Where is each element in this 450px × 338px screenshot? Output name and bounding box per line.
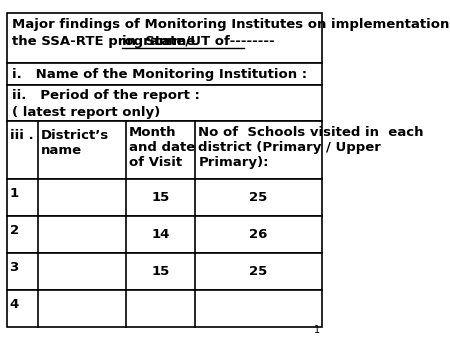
Text: 1: 1 — [9, 187, 18, 200]
Text: in  State/UT of--------: in State/UT of-------- — [122, 35, 275, 48]
Text: 14: 14 — [151, 228, 170, 241]
Bar — [7, 216, 322, 253]
Text: Major findings of Monitoring Institutes on implementation of: Major findings of Monitoring Institutes … — [12, 18, 450, 31]
Bar — [7, 290, 322, 327]
Text: ii.   Period of the report :: ii. Period of the report : — [12, 89, 200, 102]
Text: the SSA-RTE programme: the SSA-RTE programme — [12, 35, 200, 48]
Bar — [7, 121, 322, 179]
Text: No of  Schools visited in  each
district (Primary / Upper
Primary):: No of Schools visited in each district (… — [198, 126, 424, 169]
Bar — [7, 179, 322, 216]
Text: 3: 3 — [9, 261, 19, 274]
Text: 26: 26 — [249, 228, 268, 241]
Bar — [7, 253, 322, 290]
Text: 25: 25 — [249, 191, 268, 204]
Text: Month
and date
of Visit: Month and date of Visit — [129, 126, 195, 169]
Text: 2: 2 — [9, 224, 18, 237]
Text: ( latest report only): ( latest report only) — [12, 106, 160, 119]
Text: i.   Name of the Monitoring Institution :: i. Name of the Monitoring Institution : — [12, 68, 307, 81]
Bar — [7, 13, 322, 63]
Bar — [7, 85, 322, 121]
Text: 15: 15 — [152, 265, 170, 278]
Text: 15: 15 — [152, 191, 170, 204]
Text: District’s
name: District’s name — [41, 129, 109, 157]
Text: 25: 25 — [249, 265, 268, 278]
Text: 4: 4 — [9, 298, 19, 311]
Bar — [7, 63, 322, 85]
Text: iii .: iii . — [9, 129, 33, 142]
Text: 1: 1 — [314, 325, 320, 335]
